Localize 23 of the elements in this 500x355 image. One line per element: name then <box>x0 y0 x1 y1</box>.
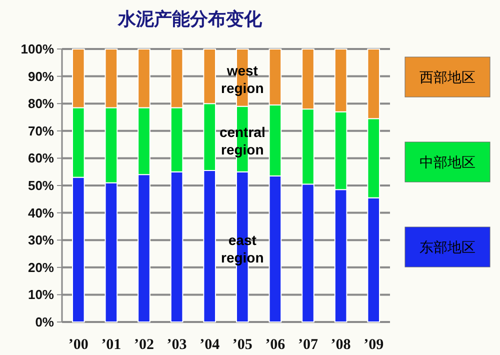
x-tick-label: ’03 <box>166 337 187 353</box>
x-tick-label: ’04 <box>200 337 220 353</box>
y-tick-label: 60% <box>28 150 54 166</box>
x-tick-label: ’09 <box>364 337 384 353</box>
y-tick-label: 70% <box>28 123 54 138</box>
y-tick-label: 30% <box>28 232 54 248</box>
legend: 西部地区 中部地区 东部地区 <box>404 56 490 268</box>
chart-title: 水泥产能分布变化 <box>117 9 263 29</box>
x-tick-label: ’01 <box>101 337 122 353</box>
y-tick-label: 0% <box>35 314 54 330</box>
y-tick-label: 40% <box>28 205 54 220</box>
y-tick-label: 20% <box>28 260 54 275</box>
y-tick-label: 100% <box>20 42 54 56</box>
x-tick-label: ’05 <box>232 337 252 353</box>
y-tick-label: 90% <box>28 68 54 84</box>
y-tick-label: 80% <box>28 96 54 112</box>
x-tick-label: ’08 <box>330 337 351 353</box>
x-tick-label: ’06 <box>265 337 286 353</box>
x-tick-label: ’00 <box>68 337 88 353</box>
y-tick-label: 50% <box>28 178 54 193</box>
y-tick-label: 10% <box>28 287 54 302</box>
x-tick-label: ’07 <box>298 337 318 353</box>
x-tick-label: ’02 <box>134 337 154 353</box>
